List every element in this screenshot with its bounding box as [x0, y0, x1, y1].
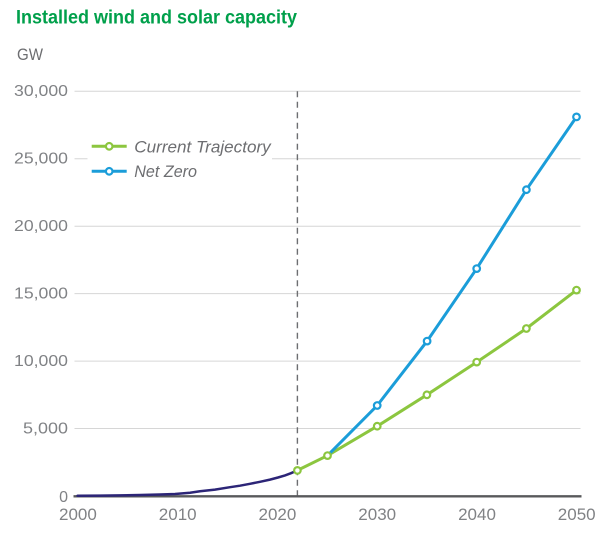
svg-text:Current Trajectory: Current Trajectory: [134, 138, 272, 157]
svg-text:2000: 2000: [59, 505, 97, 524]
svg-text:GW: GW: [17, 45, 43, 64]
svg-text:15,000: 15,000: [14, 286, 68, 303]
svg-text:2050: 2050: [558, 505, 596, 524]
svg-text:2030: 2030: [358, 505, 396, 524]
svg-text:2020: 2020: [258, 505, 296, 524]
svg-text:25,000: 25,000: [14, 151, 68, 168]
svg-text:0: 0: [59, 489, 68, 506]
svg-text:2010: 2010: [159, 505, 197, 524]
svg-text:Net Zero: Net Zero: [134, 162, 197, 181]
svg-text:20,000: 20,000: [14, 218, 68, 235]
svg-text:2040: 2040: [458, 505, 496, 524]
svg-text:10,000: 10,000: [14, 353, 68, 370]
svg-text:5,000: 5,000: [23, 420, 68, 437]
svg-text:Installed wind and solar capac: Installed wind and solar capacity: [16, 7, 297, 28]
svg-text:30,000: 30,000: [14, 83, 68, 100]
